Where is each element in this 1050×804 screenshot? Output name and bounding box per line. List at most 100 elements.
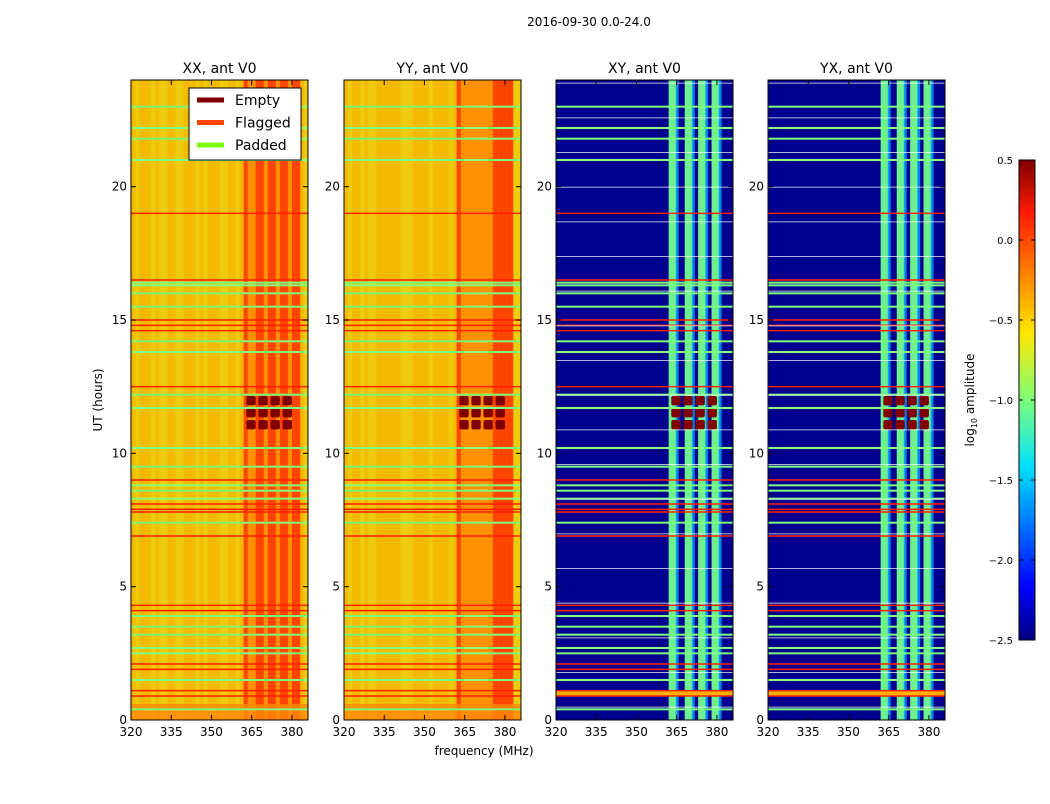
heatmap-column — [356, 80, 361, 720]
empty-row — [768, 464, 945, 465]
colorbar-tick-label: 0.0 — [997, 236, 1013, 247]
flagged-row — [768, 668, 945, 671]
heatmap-column-edge — [705, 80, 709, 720]
heatmap-column — [344, 80, 349, 720]
padded-row — [556, 633, 733, 636]
heatmap-column — [179, 80, 184, 720]
heatmap-column — [279, 80, 285, 720]
y-tick-label: 0 — [332, 713, 340, 727]
x-tick-label: 380 — [493, 725, 516, 739]
heatmap-column — [207, 80, 212, 720]
flagged-row — [131, 508, 308, 511]
padded-row — [344, 351, 521, 353]
flagged-row — [768, 604, 945, 607]
heatmap-column — [187, 80, 192, 720]
heatmap-cell — [459, 396, 469, 406]
heatmap-cell — [246, 420, 256, 430]
flagged-row — [344, 668, 521, 671]
empty-row — [556, 256, 733, 257]
empty-row — [768, 117, 945, 119]
flagged-row — [556, 479, 733, 481]
x-tick-label: 380 — [917, 725, 940, 739]
empty-row — [556, 706, 733, 708]
heatmap-column — [243, 80, 249, 720]
heatmap-column — [171, 80, 176, 720]
heatmap-column — [420, 80, 425, 720]
heatmap-column — [303, 80, 309, 720]
heatmap-cell — [270, 420, 280, 430]
heatmap-column — [191, 80, 196, 720]
padded-row — [556, 647, 733, 649]
padded-row — [131, 447, 308, 449]
colorbar-tick-label: −1.0 — [989, 396, 1013, 407]
padded-row — [344, 127, 521, 129]
heatmap-column — [456, 80, 462, 720]
padded-row — [768, 105, 945, 108]
padded-row — [131, 652, 308, 655]
padded-row — [344, 281, 521, 284]
suptitle: 2016-09-30 0.0-24.0 — [527, 15, 651, 29]
heatmap-column — [159, 80, 164, 720]
legend-label: Padded — [235, 138, 287, 154]
padded-row — [344, 489, 521, 492]
padded-row — [131, 484, 308, 487]
empty-row — [768, 360, 945, 361]
heatmap-cell — [907, 420, 917, 430]
flagged-row — [556, 604, 733, 607]
heatmap-column — [227, 80, 233, 720]
colorbar-tick-label: −2.0 — [989, 556, 1013, 567]
flagged-row — [131, 503, 308, 505]
flagged-row — [131, 668, 308, 671]
padded-row — [344, 484, 521, 487]
heatmap-column — [380, 80, 385, 720]
heatmap-column — [444, 80, 450, 720]
heatmap-column-edge — [691, 80, 695, 720]
padded-row — [556, 708, 733, 711]
panel-0: XX, ant V0 320 335 350 365 380 0 5 10 15 20 — [112, 61, 309, 739]
empty-row — [556, 82, 733, 84]
heatmap-column — [143, 80, 148, 720]
flagged-row — [768, 511, 945, 513]
empty-row — [556, 429, 733, 431]
heatmap-row — [556, 690, 733, 696]
empty-row — [556, 533, 733, 535]
padded-row — [344, 679, 521, 681]
flagged-row — [344, 212, 521, 215]
heatmap-cell — [459, 408, 469, 418]
heatmap-cell — [495, 408, 505, 418]
heatmap-cell — [471, 420, 481, 430]
heatmap-cell — [695, 408, 705, 418]
padded-row — [344, 284, 521, 287]
padded-row — [344, 708, 521, 711]
heatmap-column — [203, 80, 208, 720]
padded-row — [131, 497, 308, 500]
padded-row — [768, 127, 945, 129]
padded-row — [556, 127, 733, 129]
colorbar-tick-label: −1.5 — [989, 476, 1013, 487]
empty-row — [556, 637, 733, 639]
y-tick-label: 10 — [537, 446, 552, 460]
padded-row — [556, 447, 733, 449]
padded-row — [131, 521, 308, 524]
padded-row — [556, 407, 733, 409]
heatmap-column — [388, 80, 393, 720]
heatmap-column — [416, 80, 421, 720]
heatmap-column — [440, 80, 446, 720]
empty-row — [768, 533, 945, 535]
padded-row — [768, 340, 945, 343]
heatmap-column — [175, 80, 180, 720]
padded-row — [768, 159, 945, 161]
flagged-row — [131, 689, 308, 692]
colorbar-label: log10 amplitude — [963, 354, 979, 447]
empty-row — [556, 360, 733, 361]
flagged-row — [556, 535, 733, 537]
heatmap-cell — [270, 396, 280, 406]
y-tick-label: 20 — [112, 180, 127, 194]
heatmap-column — [223, 80, 229, 720]
empty-row — [556, 672, 733, 673]
x-tick-label: 365 — [240, 725, 263, 739]
heatmap-column — [348, 80, 353, 720]
padded-row — [556, 625, 733, 628]
padded-row — [556, 305, 733, 308]
